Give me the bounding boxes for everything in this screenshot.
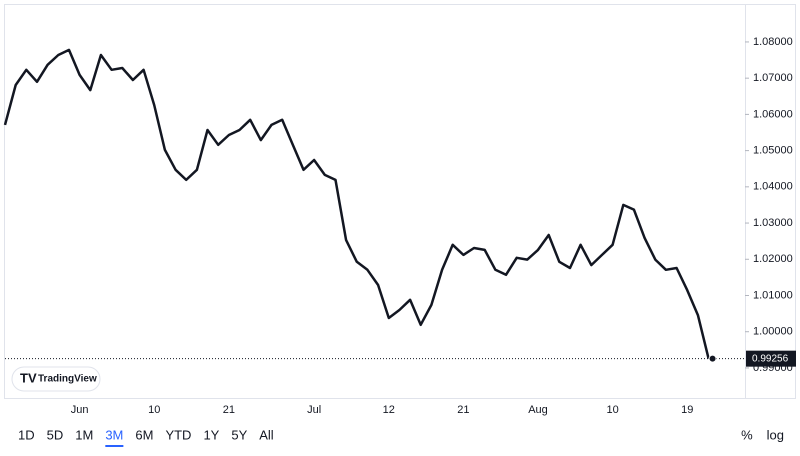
y-tick-label: 1.02000	[753, 253, 793, 265]
range-button[interactable]: All	[259, 427, 274, 442]
range-button[interactable]: 1D	[18, 427, 35, 442]
last-price-label: 0.99256	[752, 353, 789, 364]
range-button[interactable]: 5Y	[231, 427, 247, 442]
x-tick-label: Jun	[71, 404, 89, 416]
x-tick-label: 10	[606, 404, 618, 416]
x-tick-label: Aug	[528, 404, 548, 416]
watermark-badge	[11, 366, 101, 392]
x-tick-label: 21	[457, 404, 469, 416]
y-tick-label: 1.03000	[753, 217, 793, 229]
scale-button[interactable]: log	[767, 427, 784, 442]
x-tick-label: 21	[223, 404, 235, 416]
watermark-logo: TV	[20, 370, 37, 385]
y-tick-label: 1.00000	[753, 326, 793, 338]
range-button[interactable]: 5D	[47, 427, 64, 442]
last-price-tag	[746, 350, 796, 367]
range-button[interactable]: 6M	[135, 427, 153, 442]
x-tick-label: 12	[383, 404, 395, 416]
y-tick-label: 1.07000	[753, 72, 793, 84]
scale-button[interactable]: %	[741, 427, 753, 442]
range-button[interactable]: 1M	[75, 427, 93, 442]
watermark: TradingView	[38, 374, 97, 385]
chart-frame	[4, 4, 796, 399]
y-tick-label: 1.08000	[753, 36, 793, 48]
y-tick-label: 1.06000	[753, 108, 793, 120]
x-tick-label: 19	[681, 404, 693, 416]
y-tick-label: 1.04000	[753, 181, 793, 193]
price-line	[3, 48, 710, 359]
x-tick-label: Jul	[307, 404, 321, 416]
range-button[interactable]: 3M	[105, 427, 123, 442]
y-tick-label: 1.05000	[753, 145, 793, 157]
range-button[interactable]: 1Y	[203, 427, 219, 442]
y-tick-label: 1.01000	[753, 289, 793, 301]
last-point	[708, 354, 717, 363]
range-button[interactable]: YTD	[165, 427, 191, 442]
x-tick-label: 10	[148, 404, 160, 416]
